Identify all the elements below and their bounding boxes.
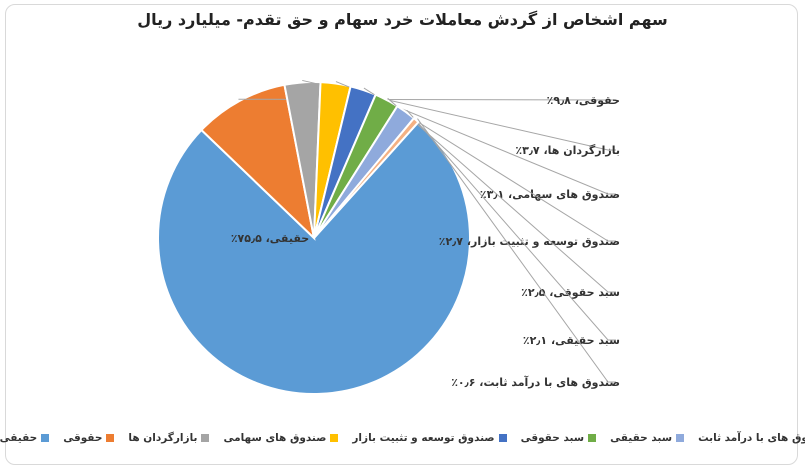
slice-label: صندوق توسعه و تثبیت بازار، ۲٫۷٪	[439, 235, 620, 248]
slice-label: صندوق های سهامی، ۳٫۱٪	[480, 188, 620, 201]
legend-item: حقیقی	[0, 428, 50, 448]
legend-swatch	[588, 434, 597, 442]
legend-item: صندوق های سهامی	[223, 428, 339, 448]
slice-label: حقوقی، ۹٫۸٪	[547, 94, 620, 107]
legend-label: سبد حقیقی	[610, 432, 673, 444]
leader-line	[335, 81, 616, 195]
pie-slice	[313, 116, 420, 239]
legend-label: حقیقی	[0, 432, 38, 444]
legend-swatch	[498, 434, 507, 442]
legend-swatch	[106, 434, 115, 442]
slice-label: سبد حقیقی، ۲٫۱٪	[523, 334, 620, 347]
legend-item: سبد حقوقی	[521, 428, 597, 448]
legend-swatch	[201, 434, 210, 442]
slice-label: صندوق های با درآمد ثابت، ۰٫۶٪	[451, 375, 620, 389]
pie-slice	[157, 120, 471, 395]
legend-label: صندوق های با درآمد ثابت	[698, 432, 805, 444]
legend-swatch	[676, 434, 685, 442]
legend-label: حقوقی	[63, 432, 103, 444]
legend-item: صندوق توسعه و تثبیت بازار	[352, 428, 507, 448]
legend-item: حقوقی	[63, 428, 115, 448]
leader-line	[406, 109, 616, 341]
legend-item: سبد حقیقی	[610, 428, 685, 448]
legend-item: بازارگردان ها	[128, 428, 210, 448]
pie-slice	[199, 83, 316, 241]
legend-swatch	[330, 434, 339, 442]
legend-label: بازارگردان ها	[128, 432, 198, 444]
slice-label: بازارگردان ها، ۳٫۷٪	[515, 144, 620, 157]
legend-label: صندوق توسعه و تثبیت بازار	[352, 432, 495, 444]
leader-line	[387, 97, 616, 293]
legend-label: سبد حقوقی	[520, 432, 585, 444]
leader-line	[302, 79, 616, 151]
chart-title: سهم اشخاص از گردش معاملات خرد سهام و حق …	[137, 10, 668, 29]
slice-label: حقیقی، ۷۵٫۵٪	[231, 232, 309, 245]
leader-line	[363, 87, 616, 242]
legend-item: صندوق های با درآمد ثابت	[698, 428, 805, 448]
legend-label: صندوق های سهامی	[223, 432, 327, 444]
chart-legend: حقیقی حقوقی بازارگردان ها صندوق های سهامی صن…	[0, 428, 805, 448]
legend-swatch	[41, 434, 50, 442]
leader-line	[417, 118, 616, 383]
